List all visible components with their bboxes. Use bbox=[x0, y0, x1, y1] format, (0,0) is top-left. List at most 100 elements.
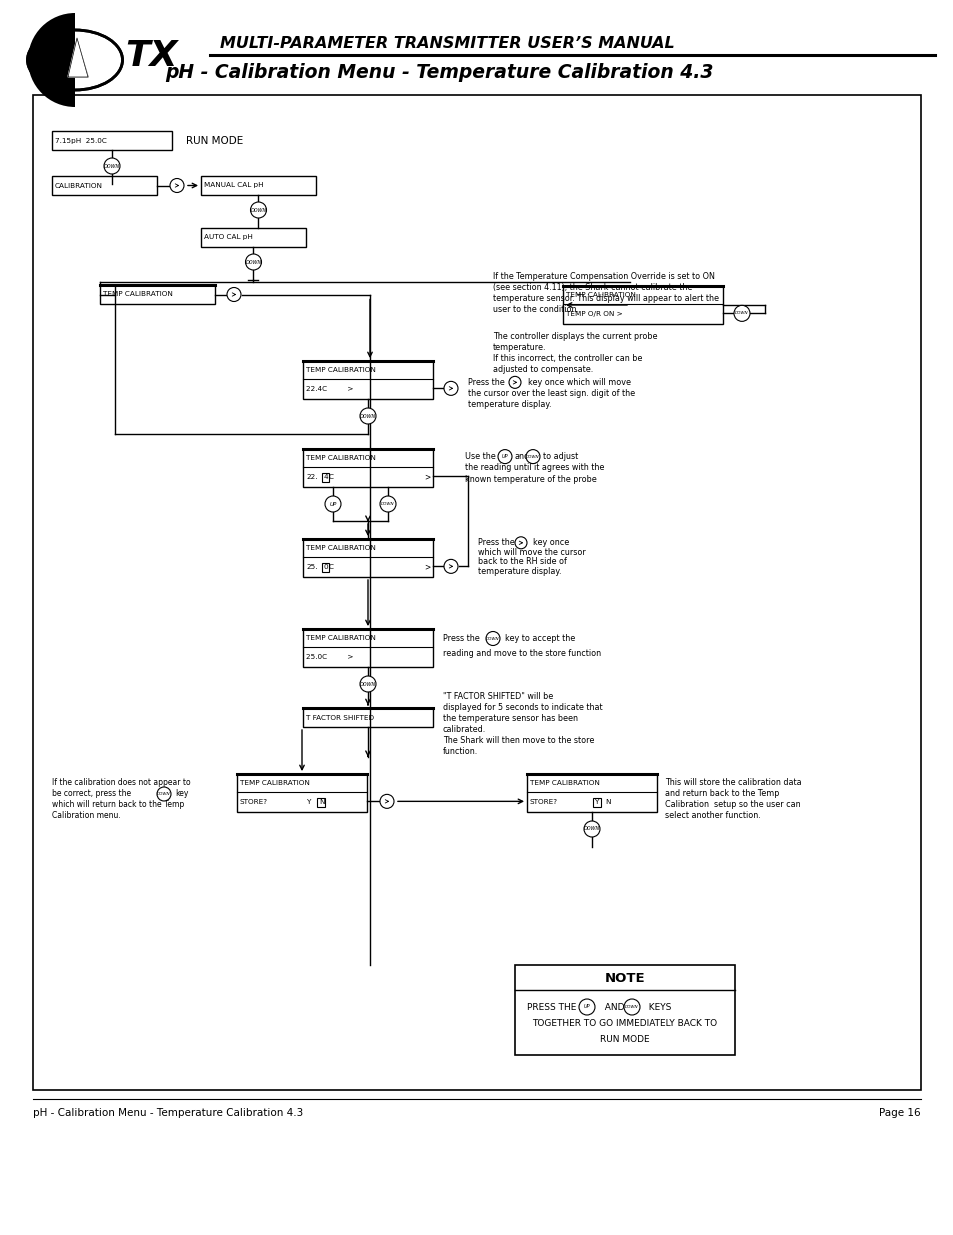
Circle shape bbox=[583, 821, 599, 837]
Text: NOTE: NOTE bbox=[604, 972, 644, 984]
Text: temperature.: temperature. bbox=[493, 343, 546, 352]
Bar bbox=[562, 287, 722, 324]
Text: STORE?: STORE? bbox=[240, 799, 268, 805]
Text: 4: 4 bbox=[324, 474, 328, 480]
Bar bbox=[303, 708, 433, 727]
Text: DOWN: DOWN bbox=[381, 501, 395, 506]
Text: Calibration  setup so the user can: Calibration setup so the user can bbox=[664, 800, 800, 809]
Text: PRESS THE: PRESS THE bbox=[526, 1003, 576, 1011]
Text: DOWN: DOWN bbox=[359, 682, 375, 687]
Bar bbox=[236, 774, 367, 811]
Text: DOWN: DOWN bbox=[624, 1005, 639, 1009]
Text: CALIBRATION: CALIBRATION bbox=[55, 183, 103, 189]
Text: TEMP CALIBRATION: TEMP CALIBRATION bbox=[306, 367, 375, 373]
Text: If the Temperature Compensation Override is set to ON: If the Temperature Compensation Override… bbox=[493, 272, 714, 282]
Text: AND: AND bbox=[598, 1003, 624, 1011]
Text: DOWN: DOWN bbox=[359, 414, 375, 419]
Circle shape bbox=[379, 794, 394, 809]
Text: 25.0C         >: 25.0C > bbox=[306, 655, 354, 661]
Bar bbox=[322, 563, 329, 572]
Wedge shape bbox=[28, 14, 75, 107]
Text: STORE?: STORE? bbox=[530, 799, 558, 805]
Circle shape bbox=[104, 158, 120, 174]
Text: MANUAL CAL pH: MANUAL CAL pH bbox=[204, 183, 263, 189]
Text: 0: 0 bbox=[324, 564, 328, 571]
Text: Press the: Press the bbox=[468, 378, 504, 387]
Text: "T FACTOR SHIFTED" will be: "T FACTOR SHIFTED" will be bbox=[442, 692, 553, 701]
Text: MULTI-PARAMETER TRANSMITTER USER’S MANUAL: MULTI-PARAMETER TRANSMITTER USER’S MANUA… bbox=[220, 36, 674, 51]
Text: UP: UP bbox=[501, 454, 508, 459]
Text: DOWN: DOWN bbox=[583, 826, 599, 831]
Text: DOWN: DOWN bbox=[245, 259, 261, 264]
Text: key once: key once bbox=[533, 538, 569, 547]
Text: Y: Y bbox=[595, 799, 598, 805]
Text: N: N bbox=[318, 799, 324, 805]
Text: UP: UP bbox=[583, 1004, 590, 1009]
Bar bbox=[201, 177, 315, 195]
Text: DOWN: DOWN bbox=[157, 792, 171, 797]
Bar bbox=[52, 131, 172, 149]
Bar bbox=[201, 228, 306, 247]
Circle shape bbox=[733, 305, 749, 321]
Text: The controller displays the current probe: The controller displays the current prob… bbox=[493, 332, 657, 341]
Text: (see section 4.11), the Shark cannot calibrate the: (see section 4.11), the Shark cannot cal… bbox=[493, 283, 692, 291]
Bar bbox=[515, 965, 734, 1055]
Text: Calibration menu.: Calibration menu. bbox=[52, 811, 121, 820]
Text: 22.4C         >: 22.4C > bbox=[306, 387, 354, 393]
Text: C: C bbox=[329, 564, 334, 571]
Text: C: C bbox=[329, 474, 334, 480]
Text: TEMP CALIBRATION: TEMP CALIBRATION bbox=[306, 635, 375, 641]
Bar bbox=[303, 629, 433, 667]
Text: RUN MODE: RUN MODE bbox=[599, 1035, 649, 1044]
Text: DOWN: DOWN bbox=[104, 163, 120, 168]
Text: back to the RH side of: back to the RH side of bbox=[477, 557, 566, 567]
Circle shape bbox=[578, 999, 595, 1015]
Text: 7.15pH  25.0C: 7.15pH 25.0C bbox=[55, 137, 107, 143]
Text: the reading until it agrees with the: the reading until it agrees with the bbox=[464, 463, 604, 473]
Text: Press the: Press the bbox=[477, 538, 515, 547]
Circle shape bbox=[170, 179, 184, 193]
Text: TEMP CALIBRATION: TEMP CALIBRATION bbox=[306, 456, 375, 461]
Text: 22.: 22. bbox=[306, 474, 317, 480]
Text: key once which will move: key once which will move bbox=[527, 378, 630, 387]
Text: key to accept the: key to accept the bbox=[504, 634, 575, 643]
Ellipse shape bbox=[28, 30, 122, 90]
Text: temperature display.: temperature display. bbox=[468, 400, 551, 409]
Text: 25.: 25. bbox=[306, 564, 317, 571]
Text: pH - Calibration Menu - Temperature Calibration 4.3: pH - Calibration Menu - Temperature Cali… bbox=[33, 1108, 303, 1118]
Circle shape bbox=[497, 450, 512, 463]
Circle shape bbox=[525, 450, 539, 463]
Text: adjusted to compensate.: adjusted to compensate. bbox=[493, 366, 593, 374]
Text: N: N bbox=[604, 799, 610, 805]
Text: UP: UP bbox=[329, 501, 336, 506]
Text: DOWN: DOWN bbox=[526, 454, 539, 458]
Circle shape bbox=[251, 203, 266, 219]
Bar bbox=[303, 450, 433, 487]
Text: >: > bbox=[423, 563, 430, 572]
Text: to adjust: to adjust bbox=[542, 452, 578, 461]
Text: which will return back to the Temp: which will return back to the Temp bbox=[52, 800, 184, 809]
Text: select another function.: select another function. bbox=[664, 811, 760, 820]
Bar bbox=[303, 361, 433, 399]
Text: If this incorrect, the controller can be: If this incorrect, the controller can be bbox=[493, 354, 641, 363]
Circle shape bbox=[443, 382, 457, 395]
Text: KEYS: KEYS bbox=[642, 1003, 671, 1011]
Text: DOWN: DOWN bbox=[486, 636, 499, 641]
Text: reading and move to the store function: reading and move to the store function bbox=[442, 650, 600, 658]
Polygon shape bbox=[68, 40, 88, 77]
Text: Use the: Use the bbox=[464, 452, 496, 461]
Circle shape bbox=[325, 496, 340, 513]
Text: This will store the calibration data: This will store the calibration data bbox=[664, 778, 801, 787]
Text: TEMP CALIBRATION: TEMP CALIBRATION bbox=[103, 291, 172, 298]
Text: Page 16: Page 16 bbox=[879, 1108, 920, 1118]
Circle shape bbox=[485, 631, 499, 646]
Circle shape bbox=[227, 288, 241, 301]
Text: AUTO CAL pH: AUTO CAL pH bbox=[204, 235, 253, 241]
Bar bbox=[526, 774, 657, 811]
Text: S H A R K: S H A R K bbox=[37, 65, 69, 70]
Text: TEMP CALIBRATION: TEMP CALIBRATION bbox=[530, 781, 599, 787]
Text: TEMP O/R ON >: TEMP O/R ON > bbox=[565, 311, 622, 317]
Circle shape bbox=[359, 408, 375, 424]
Text: temperature sensor. This display will appear to alert the: temperature sensor. This display will ap… bbox=[493, 294, 719, 303]
Text: displayed for 5 seconds to indicate that: displayed for 5 seconds to indicate that bbox=[442, 703, 602, 713]
